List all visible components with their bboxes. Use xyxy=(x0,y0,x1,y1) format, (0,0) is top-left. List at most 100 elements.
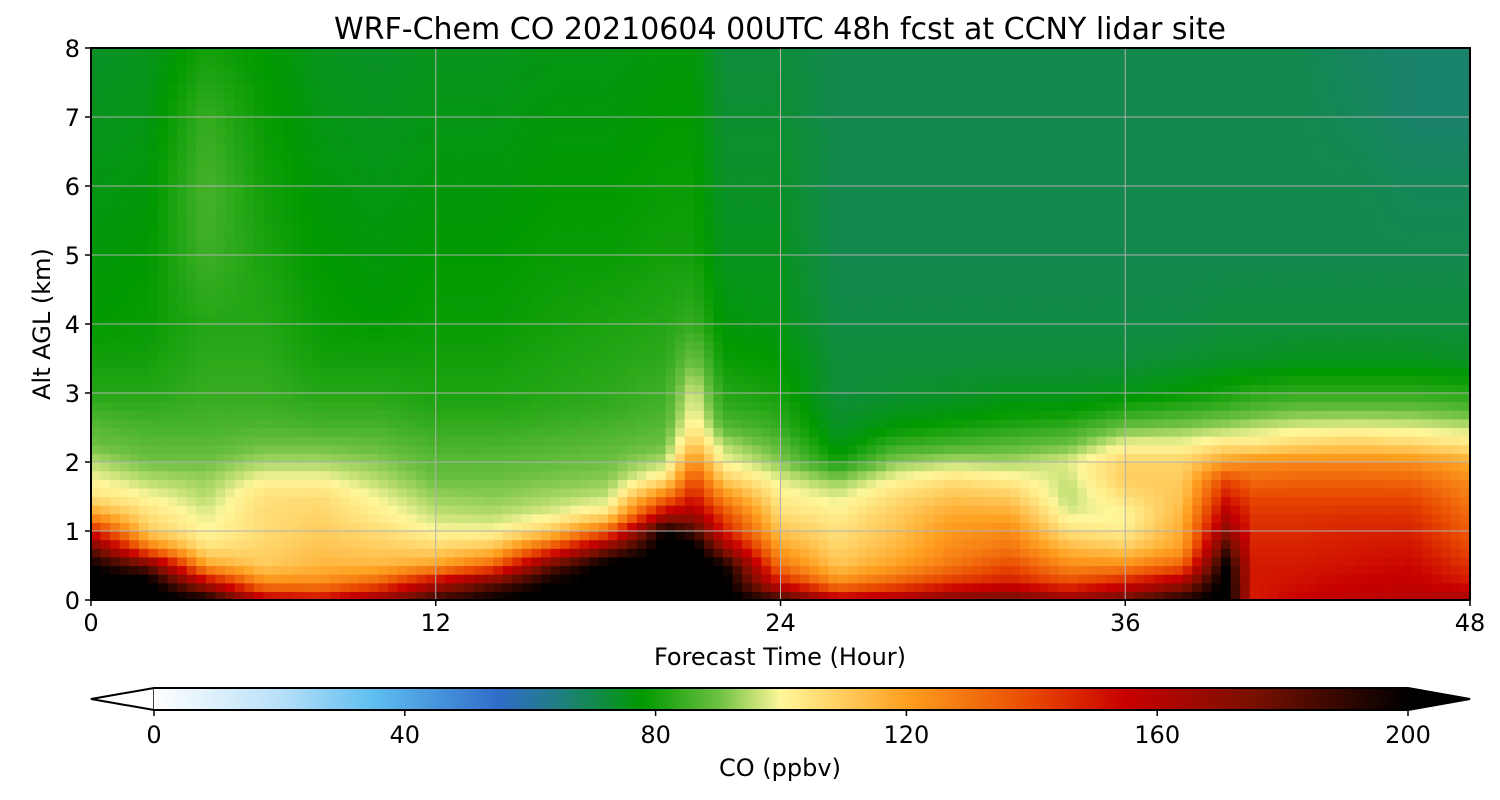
heatmap-cell xyxy=(483,436,494,446)
heatmap-cell xyxy=(809,479,820,489)
heatmap-cell xyxy=(770,255,782,265)
heatmap-cell xyxy=(550,427,561,437)
heatmap-cell xyxy=(809,280,820,291)
heatmap-cell xyxy=(378,99,389,109)
heatmap-cell xyxy=(368,117,379,127)
heatmap-cell xyxy=(541,229,552,239)
heatmap-cell xyxy=(761,168,772,178)
heatmap-cell xyxy=(761,117,772,127)
heatmap-cell xyxy=(368,531,379,541)
heatmap-cell xyxy=(292,453,303,463)
heatmap-cell xyxy=(138,539,150,549)
heatmap-cell xyxy=(665,142,676,153)
heatmap-cell xyxy=(780,410,791,420)
heatmap-cell xyxy=(445,531,456,541)
heatmap-cell xyxy=(828,522,839,532)
heatmap-cell xyxy=(292,65,303,75)
heatmap-cell xyxy=(234,513,245,523)
heatmap-cell xyxy=(301,134,312,144)
heatmap-cell xyxy=(790,125,801,135)
heatmap-cell xyxy=(474,565,485,575)
heatmap-cell xyxy=(703,203,715,213)
heatmap-cell xyxy=(225,539,236,549)
heatmap-cell xyxy=(598,194,609,204)
heatmap-cell xyxy=(694,280,705,291)
heatmap-cell xyxy=(177,393,188,403)
heatmap-cell xyxy=(521,211,533,222)
heatmap-cell xyxy=(809,349,820,360)
heatmap-cell xyxy=(215,73,226,84)
heatmap-cell xyxy=(723,99,734,109)
heatmap-cell xyxy=(196,73,207,84)
heatmap-cell xyxy=(608,91,619,101)
heatmap-cell xyxy=(311,324,322,334)
heatmap-cell xyxy=(512,384,523,394)
heatmap-cell xyxy=(579,186,590,196)
heatmap-cell xyxy=(378,401,389,411)
heatmap-cell xyxy=(387,56,399,66)
heatmap-cell xyxy=(416,505,427,515)
heatmap-cell xyxy=(397,142,408,153)
heatmap-cell xyxy=(617,263,628,273)
heatmap-cell xyxy=(608,531,619,541)
heatmap-cell xyxy=(560,298,571,308)
heatmap-cell xyxy=(550,582,561,592)
heatmap-cell xyxy=(684,324,695,334)
heatmap-cell xyxy=(244,177,255,187)
heatmap-cell xyxy=(493,565,504,575)
heatmap-cell xyxy=(407,556,418,567)
heatmap-cell xyxy=(617,418,628,429)
heatmap-cell xyxy=(253,220,264,230)
heatmap-cell xyxy=(713,436,724,446)
heatmap-cell xyxy=(445,298,456,308)
heatmap-cell xyxy=(330,298,341,308)
heatmap-cell xyxy=(541,531,552,541)
heatmap-cell xyxy=(608,99,619,109)
heatmap-cell xyxy=(608,436,619,446)
heatmap-cell xyxy=(435,410,446,420)
heatmap-cell xyxy=(378,203,389,213)
heatmap-cell xyxy=(234,298,245,308)
heatmap-cell xyxy=(809,531,820,541)
heatmap-cell xyxy=(656,255,667,265)
heatmap-cell xyxy=(560,65,571,75)
heatmap-cell xyxy=(483,522,494,532)
heatmap-cell xyxy=(502,444,513,454)
heatmap-cell xyxy=(339,401,351,411)
heatmap-cell xyxy=(349,91,360,101)
heatmap-cell xyxy=(790,298,801,308)
heatmap-cell xyxy=(550,160,561,170)
heatmap-cell xyxy=(177,306,188,316)
heatmap-cell xyxy=(167,82,178,92)
heatmap-cell xyxy=(435,306,446,316)
heatmap-cell xyxy=(770,203,782,213)
heatmap-cell xyxy=(359,298,370,308)
heatmap-cell xyxy=(598,574,609,584)
heatmap-cell xyxy=(215,99,226,109)
heatmap-cell xyxy=(196,401,207,411)
heatmap-cell xyxy=(617,574,628,584)
heatmap-cell xyxy=(263,531,274,541)
heatmap-cell xyxy=(742,349,753,360)
heatmap-cell xyxy=(292,505,303,515)
heatmap-cell xyxy=(723,548,734,558)
heatmap-cell xyxy=(387,358,399,368)
heatmap-cell xyxy=(349,349,360,360)
heatmap-cell xyxy=(665,99,676,109)
heatmap-cell xyxy=(397,211,408,222)
heatmap-cell xyxy=(646,246,657,256)
heatmap-cell xyxy=(339,444,351,454)
heatmap-cell xyxy=(119,263,130,273)
heatmap-cell xyxy=(387,522,399,532)
heatmap-cell xyxy=(713,513,724,523)
heatmap-cell xyxy=(828,479,839,489)
heatmap-cell xyxy=(100,591,111,600)
heatmap-cell xyxy=(723,211,734,222)
heatmap-cell xyxy=(799,255,810,265)
heatmap-cell xyxy=(368,211,379,222)
heatmap-cell xyxy=(541,272,552,282)
heatmap-cell xyxy=(751,556,762,567)
heatmap-cell xyxy=(339,263,351,273)
heatmap-cell xyxy=(148,82,159,92)
heatmap-cell xyxy=(531,427,542,437)
